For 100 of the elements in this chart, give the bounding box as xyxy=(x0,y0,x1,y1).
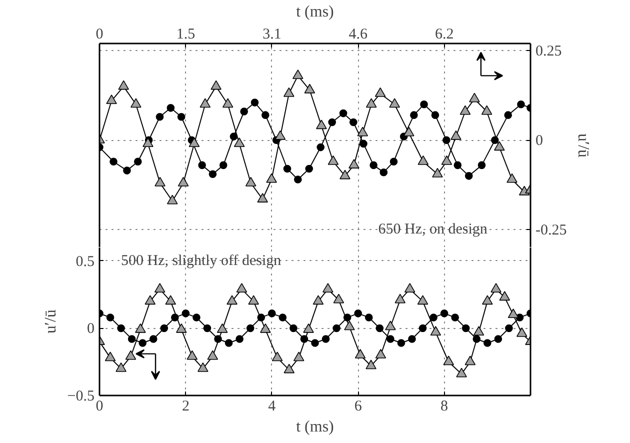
point xyxy=(386,335,394,343)
point xyxy=(328,155,339,165)
point xyxy=(469,92,480,102)
point xyxy=(517,100,525,108)
point xyxy=(490,283,502,292)
point xyxy=(118,80,129,90)
point xyxy=(375,348,386,358)
point xyxy=(274,130,286,140)
point xyxy=(499,291,510,301)
point xyxy=(516,327,528,337)
point xyxy=(417,295,428,305)
point xyxy=(186,350,198,360)
point xyxy=(149,335,158,343)
point xyxy=(198,161,206,170)
point xyxy=(154,176,166,186)
point xyxy=(250,98,259,106)
x-tick-label: 6.2 xyxy=(435,26,454,42)
x-tick-label: 3.1 xyxy=(262,26,282,42)
point xyxy=(219,161,228,170)
y-axis-title: u′/ū xyxy=(42,310,60,334)
point xyxy=(431,111,440,119)
point xyxy=(370,161,378,170)
point xyxy=(394,294,406,304)
point xyxy=(349,118,358,126)
annotation: 500 Hz, slightly off design xyxy=(121,252,282,269)
point xyxy=(210,80,222,90)
point xyxy=(494,335,502,343)
point xyxy=(311,339,319,347)
point xyxy=(460,105,471,115)
point xyxy=(262,111,270,119)
point xyxy=(200,98,211,108)
point xyxy=(339,109,348,118)
point xyxy=(328,118,336,126)
point xyxy=(283,164,292,173)
point xyxy=(138,339,146,347)
y-tick-label: −0.5 xyxy=(67,388,95,404)
point xyxy=(304,84,316,94)
point xyxy=(240,108,248,116)
x-tick-label: 2 xyxy=(182,398,190,414)
point xyxy=(117,324,125,332)
point xyxy=(456,368,467,378)
point xyxy=(266,173,277,183)
point xyxy=(246,324,254,332)
point xyxy=(322,283,334,292)
point xyxy=(420,100,428,108)
point xyxy=(216,323,228,333)
point xyxy=(260,323,271,333)
point xyxy=(272,352,283,362)
point xyxy=(390,158,398,166)
x-tick-label: 1.5 xyxy=(176,26,196,42)
point xyxy=(104,352,116,362)
point xyxy=(464,172,473,180)
annotation: 650 Hz, on design xyxy=(378,222,488,238)
point xyxy=(504,111,512,119)
point xyxy=(418,155,429,165)
point xyxy=(482,295,493,305)
point xyxy=(294,176,302,184)
point xyxy=(376,324,384,332)
point xyxy=(230,132,238,140)
y-axis-title: u′/ū xyxy=(574,134,592,158)
x-tick-label: 6 xyxy=(354,398,362,414)
point xyxy=(234,138,245,147)
point xyxy=(508,308,519,318)
point xyxy=(135,323,146,333)
point xyxy=(160,324,168,332)
point xyxy=(198,362,208,372)
point xyxy=(278,314,287,322)
point xyxy=(473,326,484,336)
point xyxy=(450,130,462,140)
point xyxy=(366,98,377,108)
point xyxy=(303,323,314,333)
point xyxy=(494,141,505,151)
point xyxy=(484,339,492,347)
point xyxy=(333,294,344,304)
point xyxy=(354,348,366,358)
point xyxy=(188,138,200,147)
point xyxy=(207,350,218,360)
point xyxy=(374,87,386,97)
point xyxy=(432,168,443,178)
point xyxy=(380,168,388,176)
point xyxy=(245,176,256,186)
y-tick-label: 0.5 xyxy=(76,254,94,270)
y-tick-label: 0.25 xyxy=(536,44,562,60)
point xyxy=(481,105,492,115)
point xyxy=(110,158,118,166)
point xyxy=(322,335,330,343)
point xyxy=(128,335,136,343)
point xyxy=(312,295,324,305)
point xyxy=(226,295,238,305)
x-axis-title: t (ms) xyxy=(296,4,334,20)
point xyxy=(462,324,470,332)
x-tick-label: 4 xyxy=(268,398,276,414)
point xyxy=(410,111,418,119)
point xyxy=(166,194,178,204)
point xyxy=(268,310,276,318)
point xyxy=(451,314,459,322)
point xyxy=(332,324,340,332)
x-tick-label: 8 xyxy=(440,398,448,414)
point xyxy=(156,112,164,121)
y-tick-label: -0.25 xyxy=(536,222,567,239)
